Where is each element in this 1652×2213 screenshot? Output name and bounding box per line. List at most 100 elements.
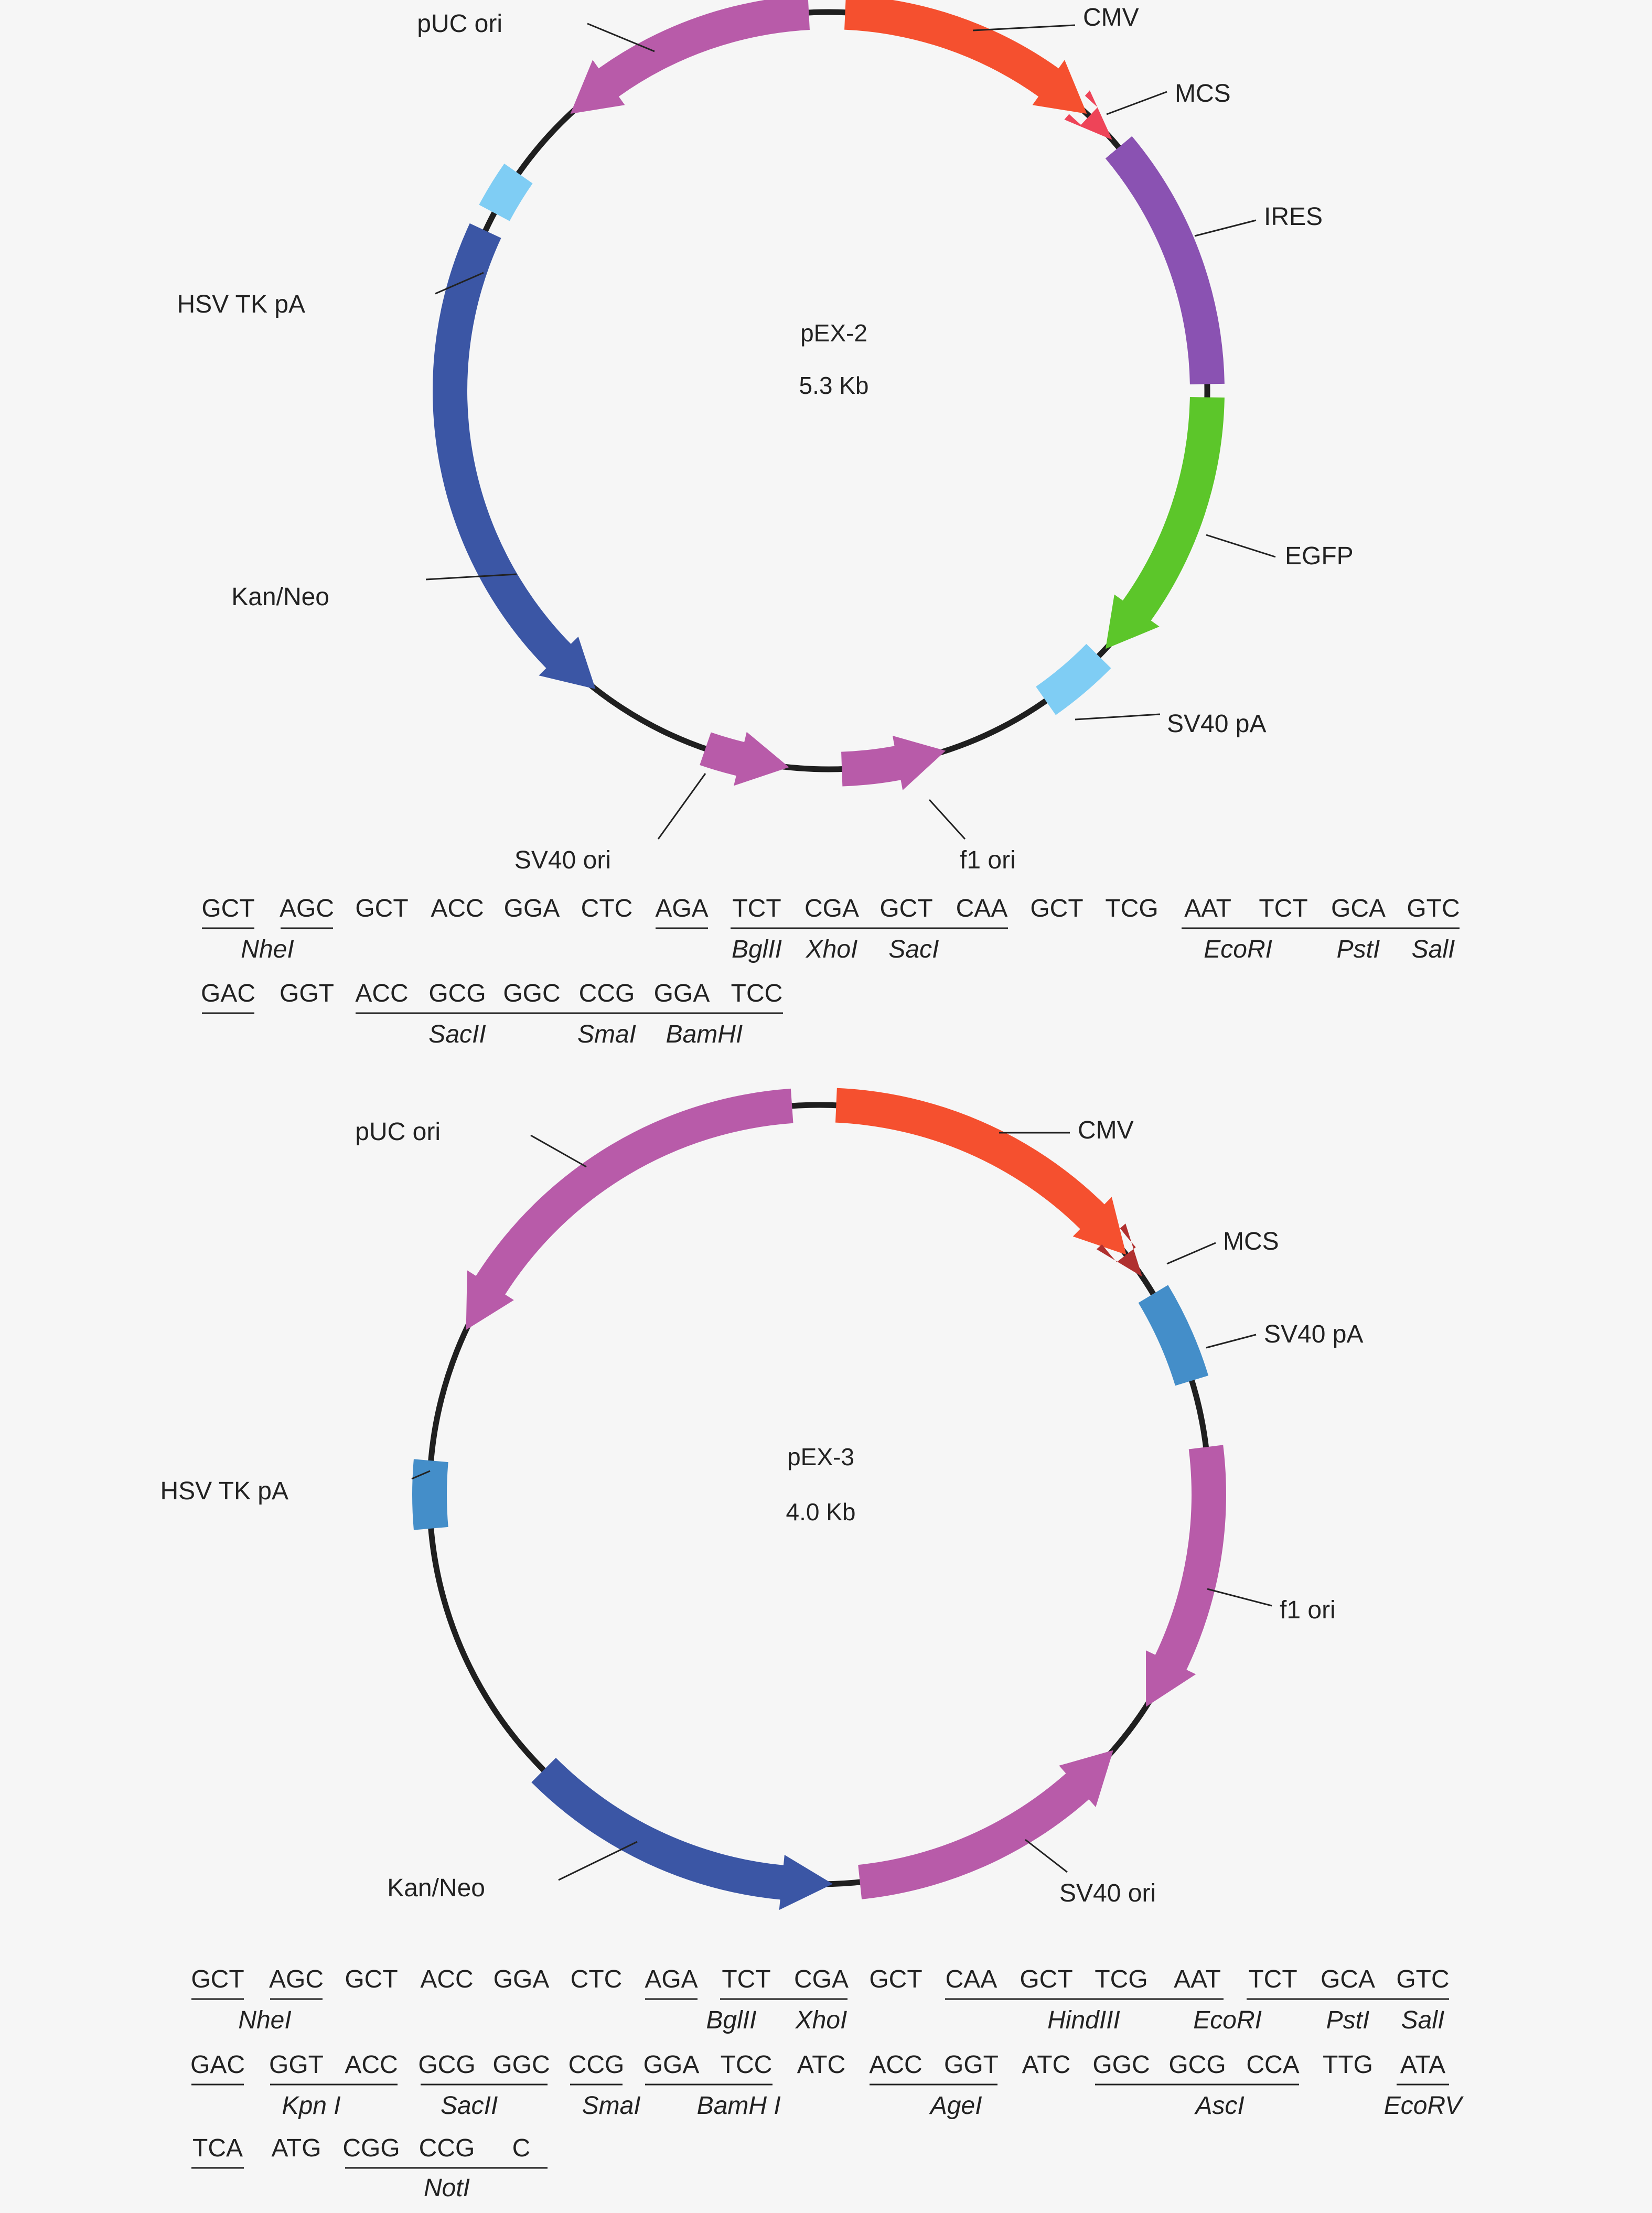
enzyme-site-nhei: NheI xyxy=(238,2006,291,2034)
leader-line-sv40-ori xyxy=(1025,1839,1068,1873)
codon: GTC xyxy=(1396,1965,1449,1993)
leader-line-sv40-pa xyxy=(1206,1334,1257,1349)
feature-sv40-ori xyxy=(700,732,789,786)
plasmid-map-pex3: CMV MCS SV40 pA f1 ori SV40 ori Kan/Neo HSV TK… xyxy=(160,1088,1363,1910)
feature-label-mcs: MCS xyxy=(1175,80,1231,108)
enzyme-site-ecori: EcoRI xyxy=(1204,936,1272,963)
codon: ATA xyxy=(1400,2051,1445,2079)
codon: GGT xyxy=(280,980,334,1007)
enzyme-site-saci: SacI xyxy=(888,936,939,963)
feature-hsv-tk-pa xyxy=(479,163,533,221)
feature-label-cmv: CMV xyxy=(1078,1116,1134,1144)
codon: CCG xyxy=(579,980,635,1007)
leader-line-egfp xyxy=(1206,534,1276,558)
codon: GCT xyxy=(1020,1965,1072,1993)
leader-line-sv40-pa xyxy=(1075,713,1161,721)
codon: GCA xyxy=(1321,1965,1375,1993)
codon: TCT xyxy=(732,895,781,922)
enzyme-site-agei: AgeI xyxy=(929,2092,982,2120)
codon: ACC xyxy=(345,2051,398,2079)
codon: ACC xyxy=(431,895,484,922)
mcs-sequence-pex3: GCT AGC GCT ACC GGA CTC AGA TCT CGA GCT CAA GCT TCG A… xyxy=(190,1965,1464,2202)
enzyme-site-psti: PstI xyxy=(1337,936,1380,963)
feature-mcs xyxy=(1064,90,1112,140)
codon: AAT xyxy=(1184,895,1231,922)
enzyme-site-noti: NotI xyxy=(424,2174,470,2202)
codon: TCT xyxy=(722,1965,770,1993)
enzyme-site-smai: SmaI xyxy=(577,1020,636,1048)
feature-hsv-tk-pa xyxy=(412,1459,448,1530)
codon: GGT xyxy=(269,2051,324,2079)
codon: GCA xyxy=(1331,895,1386,922)
codon: GGA xyxy=(494,1965,550,1993)
codon: CGA xyxy=(794,1965,849,1993)
enzyme-site-smai: SmaI xyxy=(582,2092,641,2120)
feature-label-sv40-pa: SV40 pA xyxy=(1264,1320,1363,1348)
feature-label-puc-ori: pUC ori xyxy=(417,10,502,38)
codon: AAT xyxy=(1174,1965,1221,1993)
enzyme-site-xhoi: XhoI xyxy=(806,936,858,963)
enzyme-site-kpn-i: Kpn I xyxy=(282,2092,341,2120)
codon: AGA xyxy=(645,1965,698,1993)
codon: AGA xyxy=(655,895,708,922)
leader-line-puc-ori xyxy=(587,23,655,52)
feature-label-mcs: MCS xyxy=(1223,1228,1279,1255)
enzyme-site-sali: SalI xyxy=(1401,2006,1445,2034)
feature-label-hsv-tk-pa: HSV TK pA xyxy=(160,1477,288,1505)
codon: GGA xyxy=(504,895,560,922)
codon: CAA xyxy=(946,1965,997,1993)
codon: GGC xyxy=(503,980,560,1007)
feature-f1-ori xyxy=(841,735,946,790)
leader-line-ires xyxy=(1194,219,1257,237)
feature-label-hsv-tk-pa: HSV TK pA xyxy=(177,291,305,318)
feature-cmv xyxy=(844,0,1087,114)
codon: ATC xyxy=(797,2051,845,2079)
enzyme-site-sali: SalI xyxy=(1412,936,1455,963)
enzyme-site-ecori: EcoRI xyxy=(1193,2006,1262,2034)
leader-line-puc-ori xyxy=(530,1134,587,1168)
enzyme-site-xhoi: XhoI xyxy=(795,2006,848,2034)
feature-label-kan-neo: Kan/Neo xyxy=(387,1874,485,1902)
codon: GAC xyxy=(201,980,255,1007)
plasmid-name: pEX-3 xyxy=(787,1443,854,1470)
plasmid-size: 4.0 Kb xyxy=(786,1498,856,1526)
codon: AGC xyxy=(280,895,334,922)
feature-label-f1-ori: f1 ori xyxy=(960,846,1016,874)
codon: GGA xyxy=(654,980,710,1007)
feature-egfp xyxy=(1106,397,1225,649)
enzyme-site-ecorv: EcoRV xyxy=(1384,2092,1464,2120)
leader-line-cmv xyxy=(972,24,1076,31)
enzyme-site-sacii: SacII xyxy=(441,2092,498,2120)
plasmid-map-pex2: CMV MCS IRES EGFP SV40 pA f1 ori SV40 ori Kan/N… xyxy=(177,0,1354,874)
codon: GGC xyxy=(492,2051,550,2079)
feature-label-ires: IRES xyxy=(1264,203,1323,231)
feature-kan-neo xyxy=(531,1758,833,1910)
feature-ires xyxy=(1105,136,1225,384)
feature-label-kan-neo: Kan/Neo xyxy=(231,583,329,611)
codon: TCA xyxy=(192,2134,243,2162)
feature-cmv xyxy=(835,1088,1127,1255)
leader-line-kan-neo xyxy=(425,573,517,581)
feature-f1-ori xyxy=(1145,1445,1226,1707)
leader-line-mcs xyxy=(1106,91,1167,115)
codon: GCT xyxy=(1030,895,1083,922)
codon: CGG xyxy=(342,2134,400,2162)
feature-puc-ori xyxy=(466,1088,793,1330)
codon: TCG xyxy=(1095,1965,1147,1993)
codon: GGT xyxy=(944,2051,999,2079)
plasmid-name: pEX-2 xyxy=(800,319,867,347)
feature-sv40-pa xyxy=(1036,643,1111,715)
mcs-sequence-pex2: GCT AGC GCT ACC GGA CTC AGA TCT CGA GCT CAA GCT TCG A… xyxy=(201,895,1460,1048)
codon: GCT xyxy=(201,895,254,922)
codon: GCT xyxy=(869,1965,922,1993)
codon: GCG xyxy=(418,2051,475,2079)
feature-label-sv40-ori: SV40 ori xyxy=(514,846,611,874)
enzyme-site-hindiii: HindIII xyxy=(1047,2006,1120,2034)
codon: GGC xyxy=(1092,2051,1150,2079)
codon: TCC xyxy=(731,980,783,1007)
feature-sv40-ori xyxy=(858,1750,1113,1899)
feature-label-sv40-ori: SV40 ori xyxy=(1059,1879,1156,1907)
leader-line-sv40-ori xyxy=(657,773,706,840)
codon: CTC xyxy=(581,895,633,922)
